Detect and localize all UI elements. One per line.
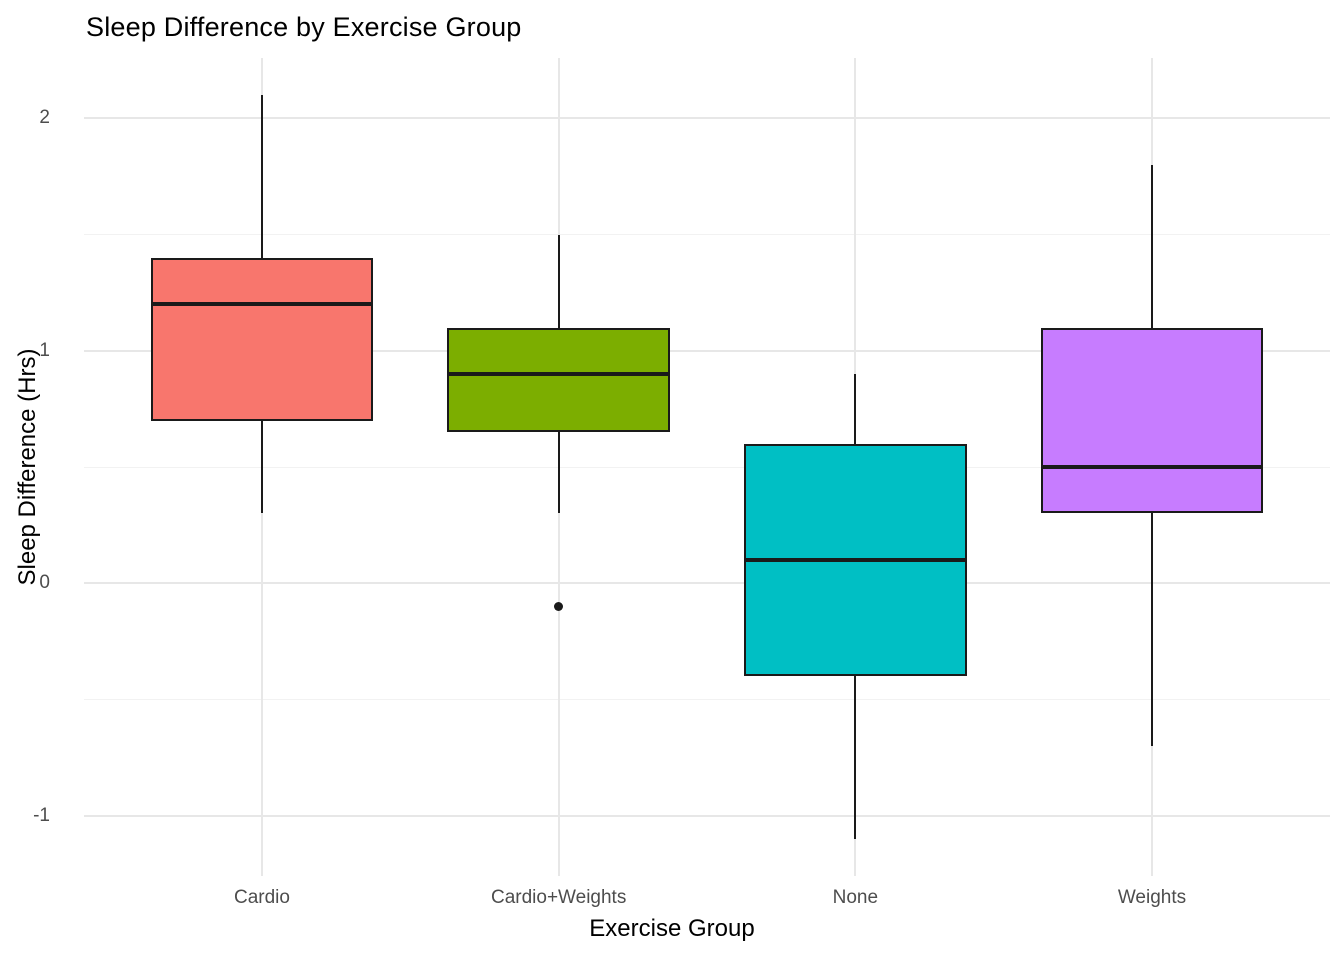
gridline-minor	[84, 466, 1330, 468]
y-tick-label: 0	[39, 572, 50, 594]
chart-title: Sleep Difference by Exercise Group	[86, 12, 522, 42]
y-tick-label: 1	[39, 339, 50, 361]
boxplot-box	[150, 257, 374, 421]
median-line	[150, 302, 374, 307]
gridline-minor	[84, 234, 1330, 236]
gridline-major	[84, 117, 1330, 120]
outlier-point	[554, 601, 564, 611]
x-tick-label: None	[832, 887, 879, 908]
x-axis-title: Exercise Group	[589, 915, 755, 942]
y-tick-label: -1	[33, 804, 50, 826]
x-tick-label: Cardio+Weights	[490, 887, 627, 908]
x-tick-label: Cardio	[234, 887, 290, 908]
boxplot-box	[1040, 327, 1264, 514]
y-tick-label: 2	[39, 107, 50, 129]
gridline-major	[84, 582, 1330, 585]
gridline-minor	[84, 698, 1330, 700]
plot-panel	[84, 58, 1330, 876]
median-line	[744, 557, 967, 562]
y-axis-title: Sleep Difference (Hrs)	[14, 348, 41, 586]
median-line	[447, 372, 670, 377]
gridline-major	[84, 814, 1330, 817]
boxplot-box	[447, 327, 670, 433]
median-line	[1040, 465, 1264, 469]
x-tick-label: Weights	[1117, 887, 1187, 908]
gridline-major	[84, 349, 1330, 352]
